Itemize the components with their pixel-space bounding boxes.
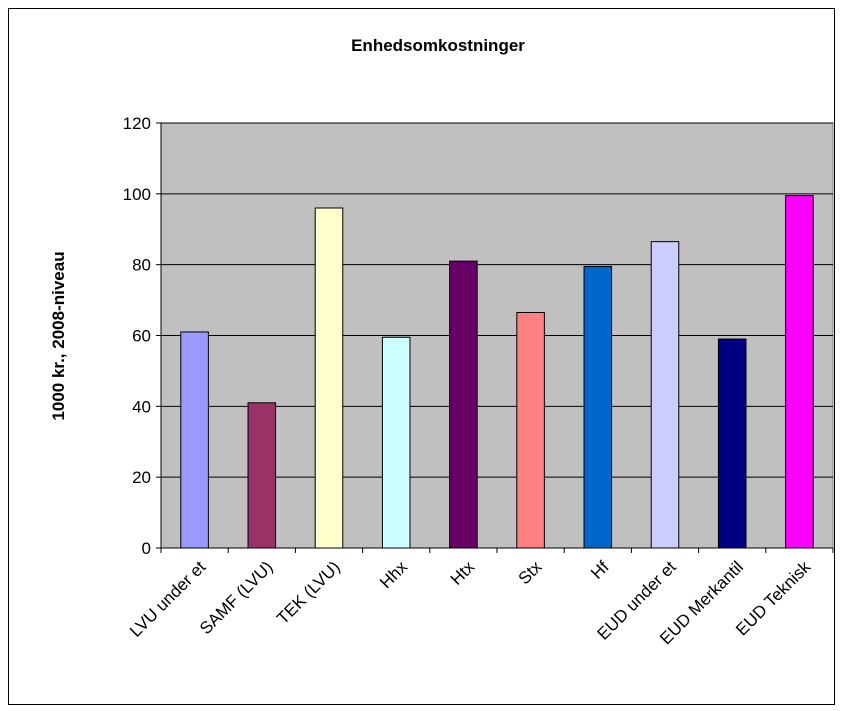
y-tick-label: 80	[132, 256, 151, 275]
chart-title: Enhedsomkostninger	[351, 36, 525, 55]
y-tick-label: 20	[132, 468, 151, 487]
y-ticks: 0 20 40 60 80 100 120	[123, 114, 161, 558]
bar	[650, 241, 680, 549]
bar	[180, 331, 209, 549]
y-tick-label: 40	[132, 397, 151, 416]
bar	[381, 336, 411, 549]
bar-chart: Enhedsomkostninger 0 20 40 60 80 100 120 LVU u…	[49, 36, 834, 648]
x-tick-label: Hhx	[376, 557, 411, 592]
x-tick-label: TEK (LVU)	[273, 557, 344, 628]
bar	[449, 260, 478, 549]
bar	[717, 338, 747, 549]
bar	[516, 311, 545, 549]
x-tick-label: Htx	[447, 557, 479, 589]
bar	[247, 402, 277, 549]
bar	[785, 195, 814, 549]
y-tick-label: 0	[142, 539, 151, 558]
bar	[314, 207, 344, 549]
y-axis-label: 1000 kr., 2008-niveau	[49, 251, 68, 420]
y-tick-label: 120	[123, 114, 151, 133]
y-tick-label: 60	[132, 327, 151, 346]
x-tick-label: Hf	[587, 557, 613, 583]
x-tick-label: LVU under et	[126, 557, 210, 641]
y-tick-label: 100	[123, 185, 151, 204]
bars	[180, 195, 814, 549]
bar	[583, 265, 613, 549]
chart-frame: Enhedsomkostninger 0 20 40 60 80 100 120 LVU u…	[8, 8, 835, 705]
x-tick-label: Stx	[515, 557, 546, 588]
